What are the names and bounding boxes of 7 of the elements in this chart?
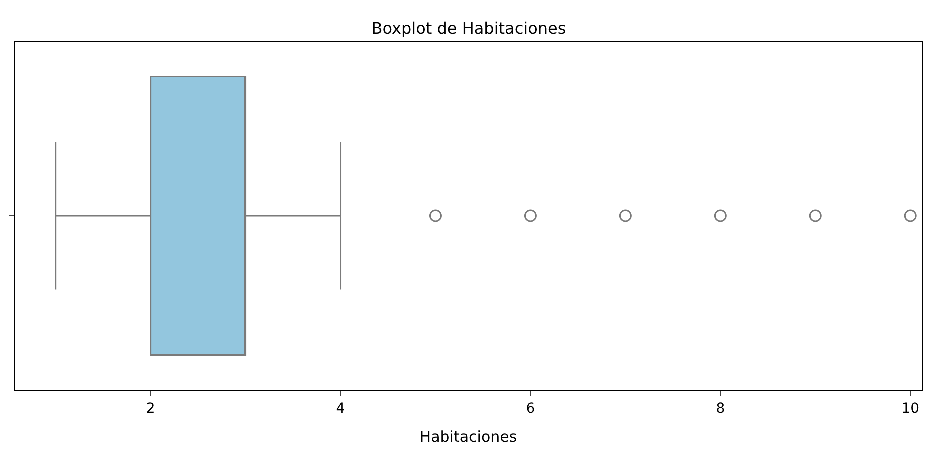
chart-title: Boxplot de Habitaciones [372,18,566,38]
x-tick-label: 2 [146,400,156,417]
x-tick-label: 4 [336,400,346,417]
x-axis-title: Habitaciones [420,428,518,446]
x-tick-label: 10 [902,400,920,417]
x-tick-label: 8 [716,400,726,417]
x-tick-label: 6 [526,400,536,417]
